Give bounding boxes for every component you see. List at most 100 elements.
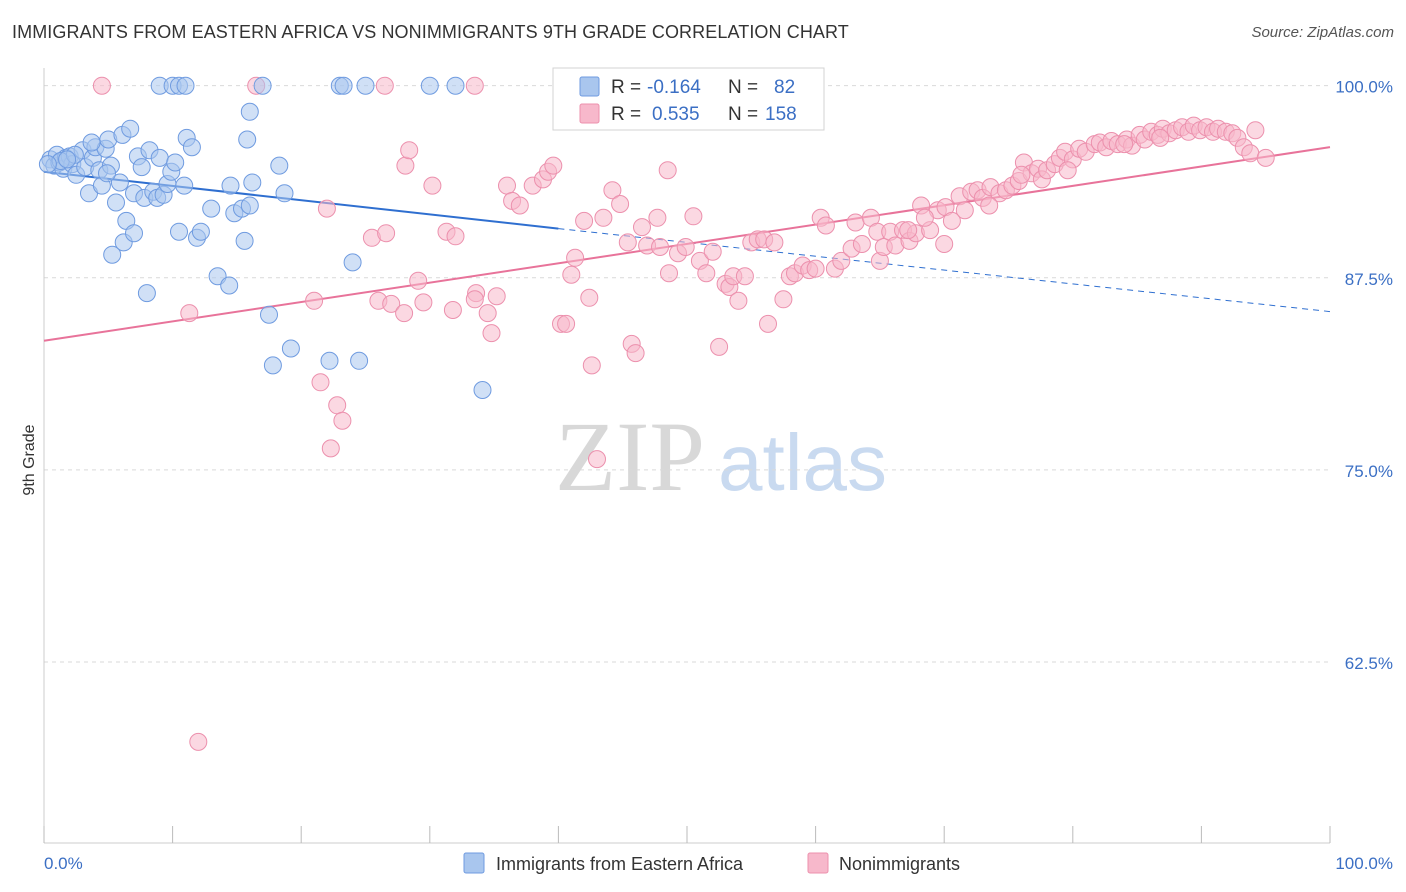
- point-nonimmigrants: [423, 176, 442, 195]
- point-immigrants: [182, 138, 201, 157]
- point-immigrants: [281, 339, 300, 358]
- point-immigrants: [221, 176, 240, 195]
- point-immigrants: [320, 351, 339, 370]
- point-nonimmigrants: [189, 732, 208, 751]
- trend-line-immigrants-extension: [558, 228, 1331, 313]
- point-nonimmigrants: [443, 301, 462, 319]
- point-nonimmigrants: [658, 161, 677, 180]
- point-nonimmigrants: [317, 199, 336, 218]
- point-nonimmigrants: [333, 411, 352, 430]
- point-nonimmigrants: [633, 218, 651, 237]
- grid-lines: [44, 85, 1330, 663]
- stats-swatch-pink: [579, 103, 600, 124]
- trend-line-immigrants: [43, 170, 559, 230]
- chart-title: IMMIGRANTS FROM EASTERN AFRICA VS NONIMM…: [12, 22, 849, 42]
- watermark-zip: ZIP: [555, 401, 705, 512]
- point-nonimmigrants: [618, 233, 637, 252]
- point-nonimmigrants: [676, 238, 695, 256]
- point-nonimmigrants: [180, 304, 199, 323]
- y-tick-label: 75.0%: [1345, 462, 1393, 481]
- point-nonimmigrants: [321, 439, 340, 458]
- point-immigrants: [270, 156, 289, 175]
- stats-n-label-pink: N =: [728, 104, 758, 125]
- y-axis-title: 9th Grade: [21, 424, 38, 495]
- legend: Immigrants from Eastern Africa Nonimmigr…: [463, 852, 960, 874]
- point-nonimmigrants: [846, 213, 865, 232]
- point-nonimmigrants: [588, 450, 606, 469]
- source-credit: Source: ZipAtlas.com: [1251, 24, 1394, 41]
- axes: [43, 68, 1331, 844]
- point-nonimmigrants: [955, 201, 974, 220]
- point-immigrants: [240, 102, 259, 121]
- point-immigrants: [356, 76, 375, 95]
- point-nonimmigrants: [703, 242, 722, 261]
- point-immigrants: [175, 176, 194, 195]
- point-nonimmigrants: [580, 288, 599, 307]
- point-nonimmigrants: [305, 291, 324, 310]
- stats-r-label-blue: R =: [611, 77, 641, 98]
- point-nonimmigrants: [816, 216, 835, 235]
- point-nonimmigrants: [92, 76, 111, 95]
- legend-swatch-nonimmigrants: [807, 852, 829, 874]
- point-nonimmigrants: [1241, 144, 1260, 163]
- point-nonimmigrants: [899, 221, 918, 240]
- legend-label-immigrants: Immigrants from Eastern Africa: [496, 854, 744, 874]
- point-immigrants: [110, 173, 129, 192]
- point-immigrants: [334, 76, 353, 95]
- point-nonimmigrants: [729, 291, 748, 310]
- point-nonimmigrants: [395, 304, 414, 323]
- stats-n-value-pink: 158: [765, 104, 797, 125]
- x-tick-label-max: 100.0%: [1335, 854, 1393, 873]
- point-nonimmigrants: [328, 396, 347, 415]
- point-nonimmigrants: [375, 76, 394, 95]
- point-nonimmigrants: [626, 344, 645, 363]
- stats-r-label-pink: R =: [611, 104, 641, 125]
- legend-label-nonimmigrants: Nonimmigrants: [839, 854, 960, 874]
- stats-box: R = -0.164 N = 82 R = 0.535 N = 158: [552, 67, 825, 131]
- point-nonimmigrants: [765, 233, 784, 252]
- stats-r-value-blue: -0.164: [647, 77, 701, 98]
- point-nonimmigrants: [1115, 135, 1134, 154]
- point-nonimmigrants: [759, 314, 777, 333]
- point-nonimmigrants: [915, 208, 934, 227]
- y-tick-label: 62.5%: [1345, 654, 1393, 673]
- point-nonimmigrants: [935, 235, 954, 253]
- point-nonimmigrants: [544, 156, 563, 175]
- y-tick-labels: 62.5% 75.0% 87.5% 100.0%: [1335, 78, 1393, 673]
- point-immigrants: [38, 155, 57, 174]
- point-immigrants: [125, 224, 143, 243]
- point-immigrants: [260, 305, 278, 324]
- point-nonimmigrants: [594, 208, 613, 227]
- point-immigrants: [176, 76, 195, 95]
- point-nonimmigrants: [409, 271, 428, 290]
- point-immigrants: [132, 158, 151, 177]
- point-immigrants: [473, 381, 492, 399]
- point-immigrants: [238, 130, 257, 149]
- x-tick-label-min: 0.0%: [44, 854, 83, 873]
- point-nonimmigrants: [400, 141, 419, 160]
- watermark-atlas: atlas: [718, 418, 887, 507]
- y-tick-label: 100.0%: [1335, 78, 1393, 97]
- point-nonimmigrants: [382, 294, 401, 313]
- data-points: [38, 76, 1275, 751]
- point-nonimmigrants: [465, 290, 484, 309]
- stats-n-label-blue: N =: [728, 77, 758, 98]
- point-immigrants: [343, 253, 362, 272]
- stats-n-value-blue: 82: [774, 77, 795, 98]
- point-nonimmigrants: [377, 224, 396, 243]
- point-nonimmigrants: [510, 196, 529, 215]
- point-immigrants: [263, 356, 282, 375]
- point-nonimmigrants: [648, 208, 667, 227]
- point-immigrants: [220, 276, 239, 295]
- point-nonimmigrants: [710, 337, 729, 356]
- point-nonimmigrants: [1246, 121, 1265, 140]
- point-immigrants: [240, 196, 259, 215]
- point-immigrants: [98, 164, 116, 183]
- point-nonimmigrants: [806, 259, 825, 278]
- point-immigrants: [446, 76, 465, 95]
- point-nonimmigrants: [482, 324, 501, 343]
- point-nonimmigrants: [414, 293, 433, 312]
- point-nonimmigrants: [684, 207, 703, 226]
- stats-swatch-blue: [579, 76, 600, 97]
